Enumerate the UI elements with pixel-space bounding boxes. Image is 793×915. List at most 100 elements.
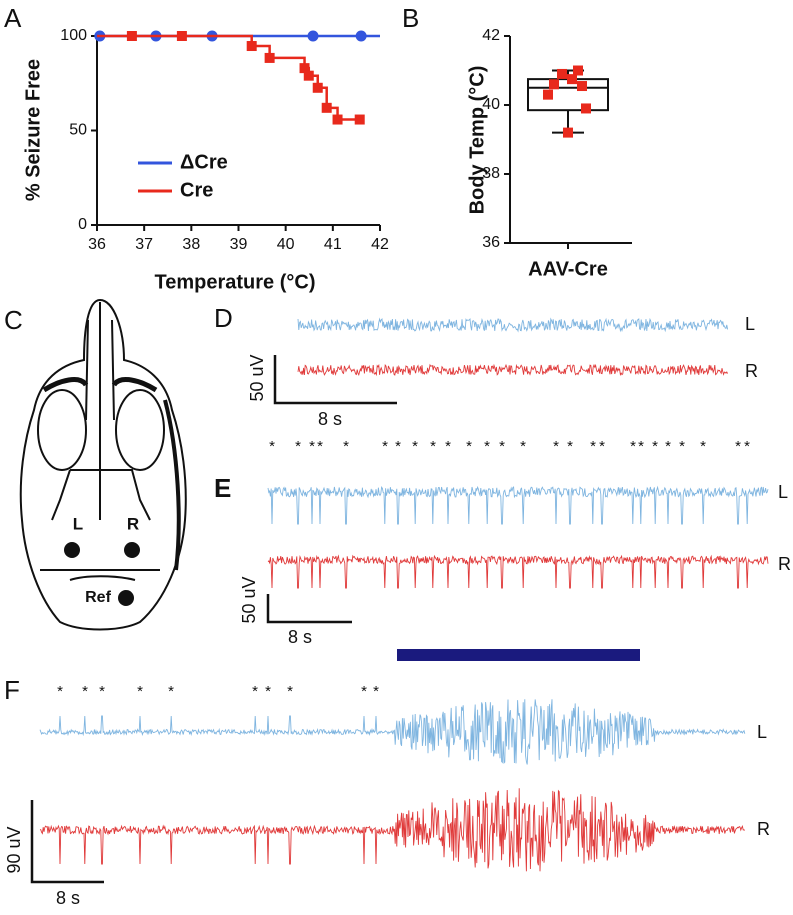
electrode-label: R [127,514,139,533]
data-point [577,81,587,92]
marker [321,102,332,113]
x-tick-label: 36 [88,236,106,253]
data-point [557,68,567,79]
eeg-trace [297,317,729,333]
x-tick-label: 41 [324,236,342,253]
channel-label: R [745,361,758,381]
marker [303,70,314,81]
channel-label: R [778,554,791,574]
scale-label: 8 s [56,888,80,908]
spike-marker: * [269,438,275,455]
spike-marker: * [679,438,685,455]
x-tick-label: 39 [230,236,248,253]
spike-marker: * [252,683,258,700]
y-tick-label: 40 [482,96,500,113]
marker [176,31,187,41]
eeg-trace [39,699,746,765]
scale-bar [273,355,397,405]
marker [354,114,365,125]
data-point [549,79,559,90]
category-label: AAV-Cre [528,258,608,280]
legend-label: ΔCre [180,151,228,173]
x-axis-label: Temperature (°C) [155,271,316,293]
marker [307,30,319,42]
marker [299,63,310,74]
scale-label: 8 s [288,627,312,647]
spike-marker: * [265,683,271,700]
spike-marker: * [373,683,379,700]
data-point [543,89,553,100]
y-tick-label: 38 [482,165,500,182]
spike-marker: * [382,438,388,455]
x-tick-label: 38 [182,236,200,253]
x-tick-label: 42 [371,236,389,253]
channel-label: R [757,819,770,839]
electrode [118,590,134,606]
electrode [64,542,80,558]
y-tick-label: 100 [60,27,87,44]
y-tick-label: 42 [482,27,500,44]
spike-marker: * [309,438,315,455]
marker [312,82,323,93]
spike-marker: * [567,438,573,455]
data-point [581,103,591,114]
marker [355,30,367,42]
spike-marker: * [599,438,605,455]
eeg-trace [267,554,769,589]
spike-marker: * [590,438,596,455]
legend-label: Cre [180,179,213,201]
spike-marker: * [430,438,436,455]
data-point [573,65,583,76]
scale-label: 8 s [318,409,342,429]
scale-label: 50 uV [239,576,259,623]
panel-label: E [214,473,231,503]
spike-marker: * [638,438,644,455]
spike-marker: * [553,438,559,455]
step-line [97,34,360,121]
spike-marker: * [361,683,367,700]
panel-label: F [4,675,20,705]
eeg-trace [297,363,729,377]
spike-marker: * [700,438,706,455]
spike-marker: * [57,683,63,700]
electrode-label: Ref [85,589,111,606]
scale-bar [30,800,104,884]
spike-marker: * [412,438,418,455]
y-tick-label: 50 [69,122,87,139]
skull-drawing [19,298,187,631]
y-tick-label: 36 [482,234,500,251]
spike-marker: * [484,438,490,455]
channel-label: L [778,482,788,502]
electrode-label: L [73,514,83,533]
scale-label: 90 uV [4,826,24,873]
panel-label: C [4,305,23,335]
data-point [567,74,577,85]
marker [264,52,275,63]
spike-marker: * [652,438,658,455]
axis [509,36,632,244]
electrode [124,542,140,558]
spike-marker: * [168,683,174,700]
eeg-trace [39,788,746,872]
spike-marker: * [137,683,143,700]
data-point [563,127,573,138]
marker [332,114,343,125]
spike-marker: * [445,438,451,455]
spike-marker: * [499,438,505,455]
spike-marker: * [630,438,636,455]
spike-marker: * [295,438,301,455]
panel-label: A [4,3,22,33]
scale-label: 50 uV [247,354,267,401]
axis [96,32,380,226]
y-axis-label: Body Temp (°C) [466,66,488,215]
spike-marker: * [466,438,472,455]
panel-label: D [214,303,233,333]
channel-label: L [745,314,755,334]
scale-bar [266,594,352,624]
spike-marker: * [287,683,293,700]
y-tick-label: 0 [78,216,87,233]
seizure-bar [397,649,640,661]
marker [246,41,257,52]
y-axis-label: % Seizure Free [22,59,44,201]
